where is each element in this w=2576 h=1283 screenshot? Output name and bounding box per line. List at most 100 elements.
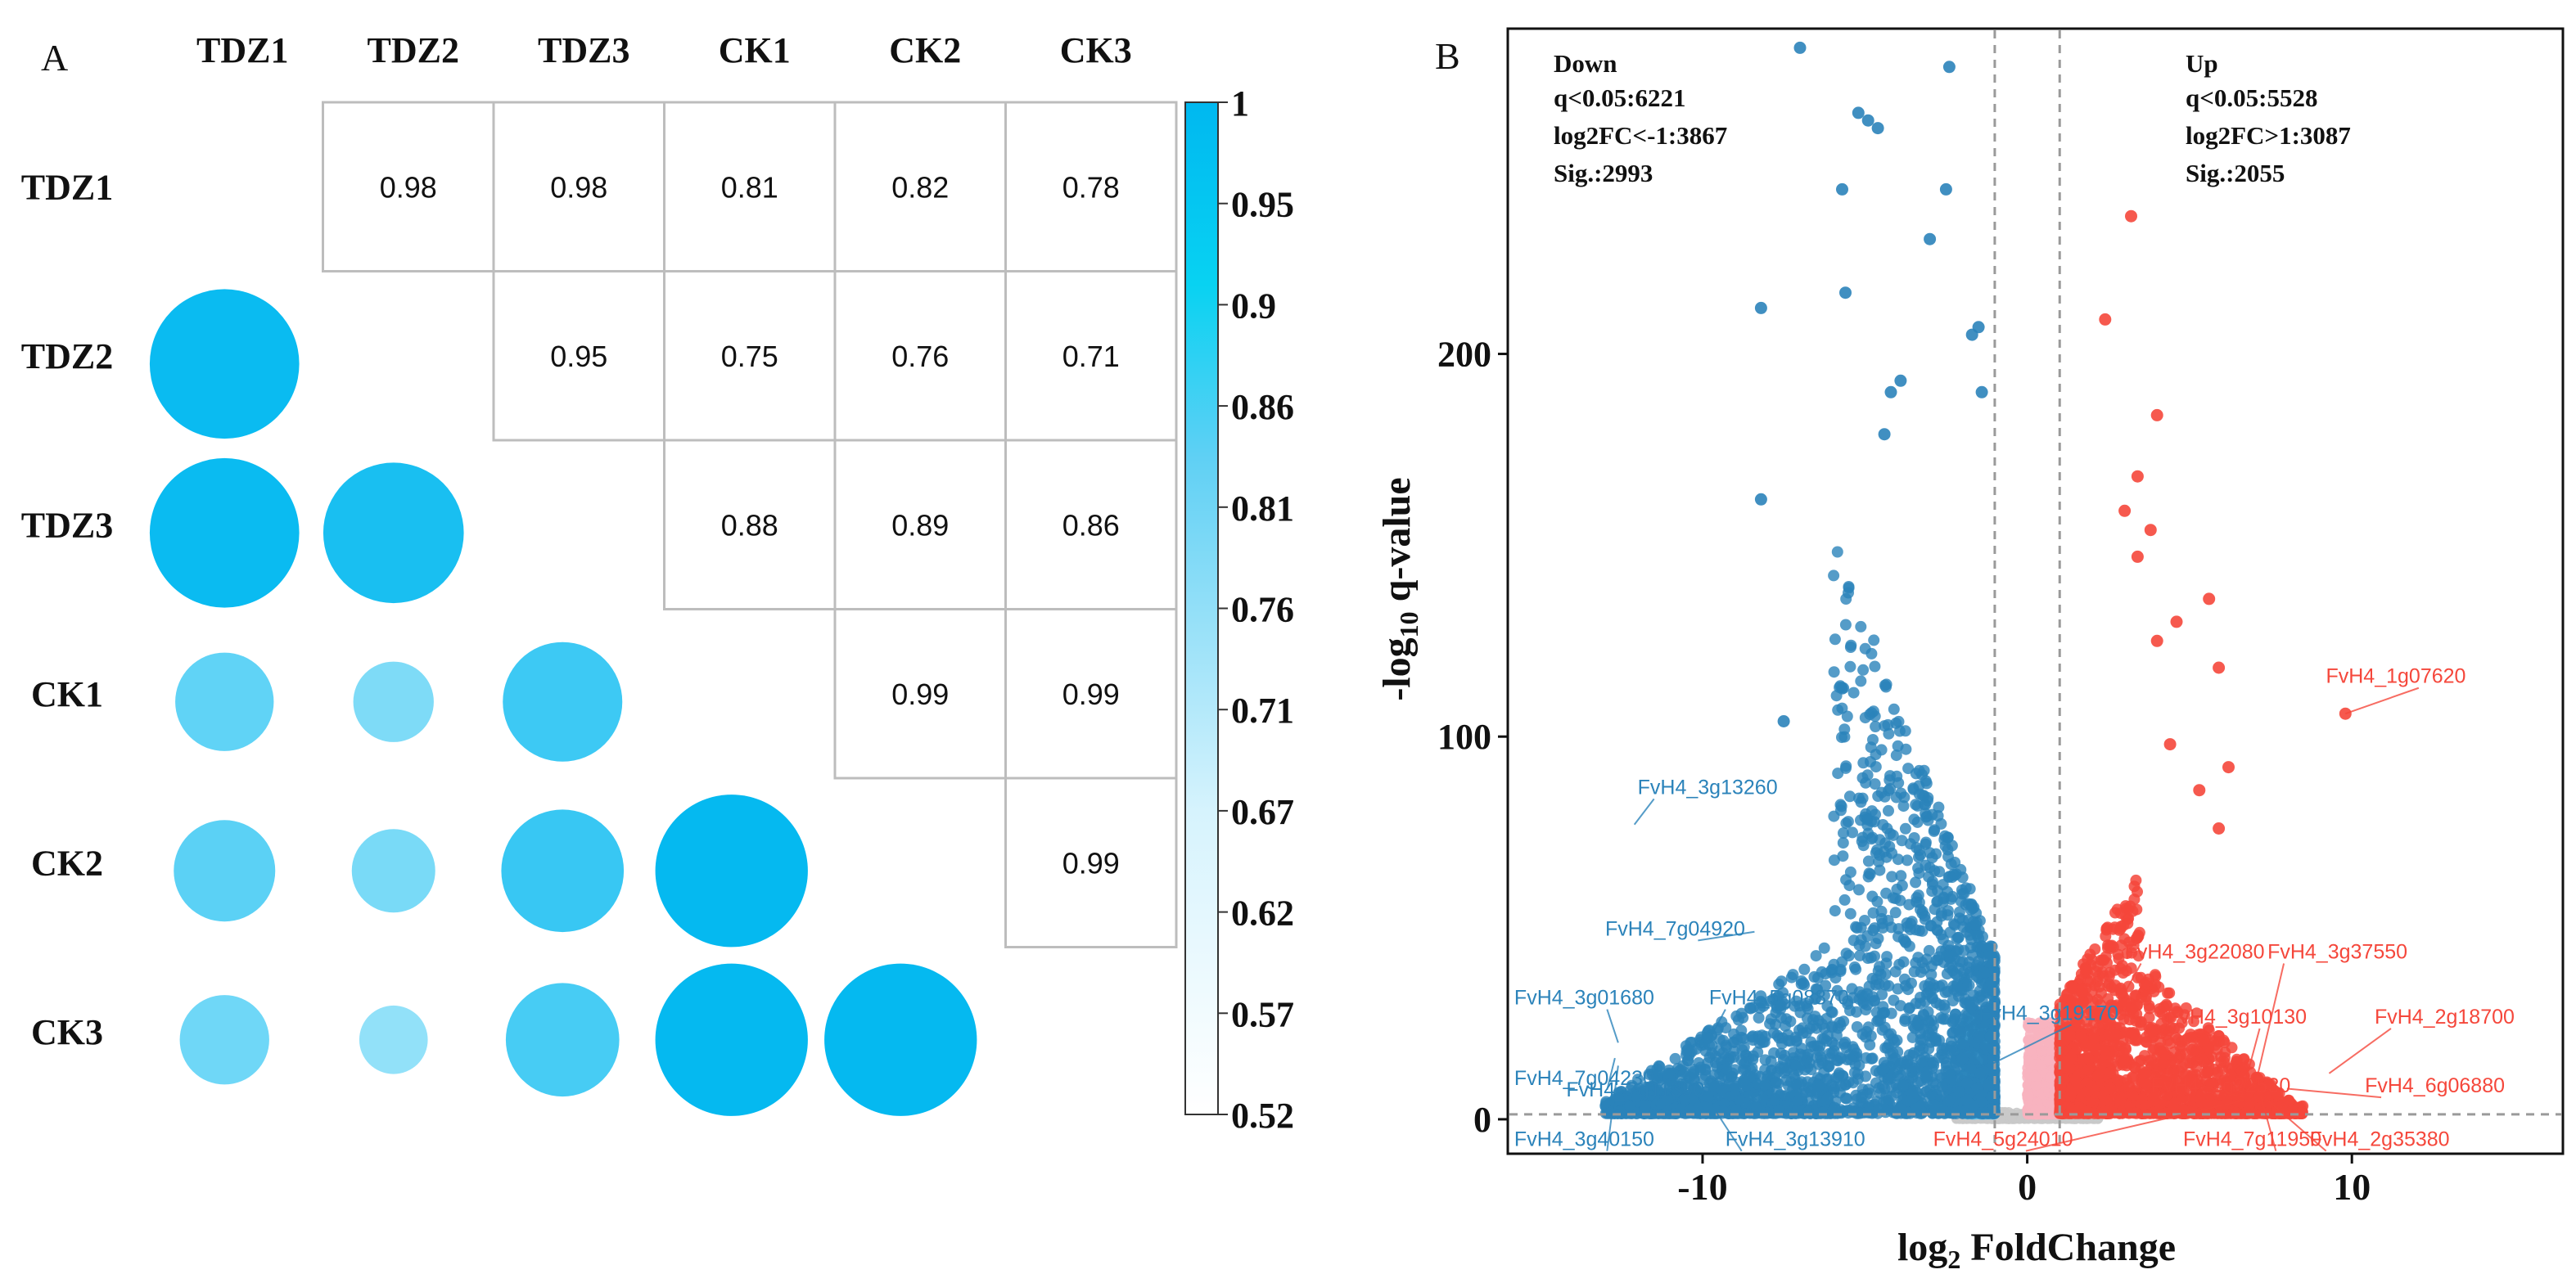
colorbar-tick-label: 0.62 <box>1231 894 1294 934</box>
volcano-point <box>1874 864 1886 876</box>
volcano-point <box>1890 750 1902 762</box>
volcano-point <box>1768 1047 1780 1059</box>
volcano-point <box>1856 1029 1869 1040</box>
volcano-point <box>1832 1022 1844 1034</box>
volcano-point <box>1913 851 1924 863</box>
correlation-value: 0.75 <box>721 340 778 373</box>
volcano-point <box>1920 808 1932 820</box>
volcano-point <box>1812 972 1824 984</box>
volcano-point <box>1913 764 1925 777</box>
volcano-point <box>1891 1034 1903 1047</box>
volcano-point <box>1838 894 1851 906</box>
correlation-panel: A 0.98 0.98 0.81 0.82 0.780.95 0.75 0.76 0.710.… <box>21 30 1294 1136</box>
volcano-point <box>1866 1052 1879 1065</box>
colorbar-tick-label: 1 <box>1231 83 1249 124</box>
volcano-point <box>1889 907 1902 919</box>
colorbar-tick-label: 0.95 <box>1231 185 1294 225</box>
column-label: CK2 <box>889 30 961 70</box>
correlation-cell <box>1004 777 1178 948</box>
volcano-point <box>1845 1054 1856 1066</box>
volcano-point <box>1946 840 1958 852</box>
correlation-value: 0.88 <box>721 508 778 542</box>
volcano-point <box>1902 1095 1915 1107</box>
volcano-point <box>1828 854 1840 867</box>
volcano-point <box>1847 934 1860 947</box>
volcano-point <box>1871 895 1884 907</box>
volcano-point <box>1970 959 1983 971</box>
volcano-point <box>1870 721 1882 732</box>
volcano-point <box>1843 790 1856 803</box>
correlation-circle <box>175 652 274 751</box>
correlation-circle <box>505 983 620 1097</box>
correlation-value: 0.99 <box>1062 846 1120 880</box>
volcano-point <box>1823 1060 1835 1073</box>
volcano-point <box>1914 997 1926 1010</box>
volcano-point <box>1876 1064 1888 1076</box>
column-label: TDZ1 <box>196 30 288 70</box>
correlation-circle <box>501 809 625 933</box>
volcano-point <box>1828 666 1840 678</box>
row-label: TDZ3 <box>21 505 113 545</box>
volcano-point <box>1920 988 1933 1000</box>
row-label: CK1 <box>31 674 103 714</box>
volcano-point <box>1886 847 1898 859</box>
volcano-point <box>1797 1027 1809 1039</box>
volcano-point <box>1943 871 1956 883</box>
volcano-point <box>1956 1052 1969 1065</box>
volcano-point <box>1942 1095 1955 1107</box>
volcano-point <box>1775 1011 1787 1024</box>
correlation-value: 0.86 <box>1062 508 1120 542</box>
correlation-circle <box>149 289 300 439</box>
volcano-point <box>1936 1080 1948 1092</box>
volcano-point <box>1842 816 1854 828</box>
volcano-point <box>1886 871 1898 883</box>
volcano-point <box>1923 944 1935 957</box>
volcano-point <box>1771 1029 1784 1042</box>
colorbar-tick-label: 0.57 <box>1231 994 1294 1034</box>
volcano-point <box>1986 1090 1998 1102</box>
correlation-value: 0.76 <box>891 340 949 373</box>
volcano-point <box>1753 1011 1765 1024</box>
correlation-grid: 0.98 0.98 0.81 0.82 0.780.95 0.75 0.76 0.710.88… <box>149 101 1178 1116</box>
correlation-circle <box>655 963 808 1116</box>
volcano-point <box>1855 921 1867 934</box>
volcano-point <box>1889 966 1902 978</box>
volcano-point <box>1884 770 1896 782</box>
colorbar-tick-label: 0.9 <box>1231 286 1276 326</box>
volcano-point <box>1844 866 1856 878</box>
volcano-point <box>1669 1052 1681 1065</box>
volcano-point <box>1931 924 1943 936</box>
volcano-point <box>1828 569 1840 582</box>
correlation-value: 0.82 <box>891 170 949 204</box>
volcano-point <box>1869 660 1881 673</box>
volcano-point <box>1951 979 1963 992</box>
volcano-point <box>1940 1056 1952 1069</box>
volcano-point <box>1834 680 1847 692</box>
volcano-point <box>1834 966 1847 978</box>
volcano-point <box>1970 907 1983 919</box>
colorbar-tick-label: 0.76 <box>1231 590 1294 630</box>
volcano-point <box>1903 940 1915 952</box>
volcano-point <box>2023 1020 2035 1031</box>
volcano-point <box>1876 988 1888 1001</box>
volcano-point <box>1877 819 1889 831</box>
volcano-point <box>1720 1022 1732 1034</box>
volcano-point <box>1839 619 1852 631</box>
correlation-circle <box>323 462 464 604</box>
volcano-point <box>1971 941 1983 953</box>
volcano-point <box>1975 1054 1987 1065</box>
volcano-point <box>1895 870 1907 882</box>
correlation-circle <box>824 963 977 1116</box>
volcano-point <box>1883 727 1895 740</box>
volcano-point <box>1699 1064 1712 1075</box>
volcano-point <box>1855 796 1867 808</box>
volcano-point <box>1916 907 1929 920</box>
volcano-point <box>2023 1091 2034 1101</box>
volcano-point <box>1747 1034 1759 1047</box>
volcano-point <box>1860 808 1872 820</box>
correlation-circle <box>503 642 623 762</box>
panel-label-b: B <box>1435 35 1460 77</box>
volcano-point <box>1877 1080 1888 1092</box>
volcano-point <box>2022 1079 2033 1091</box>
volcano-point <box>1840 593 1852 605</box>
